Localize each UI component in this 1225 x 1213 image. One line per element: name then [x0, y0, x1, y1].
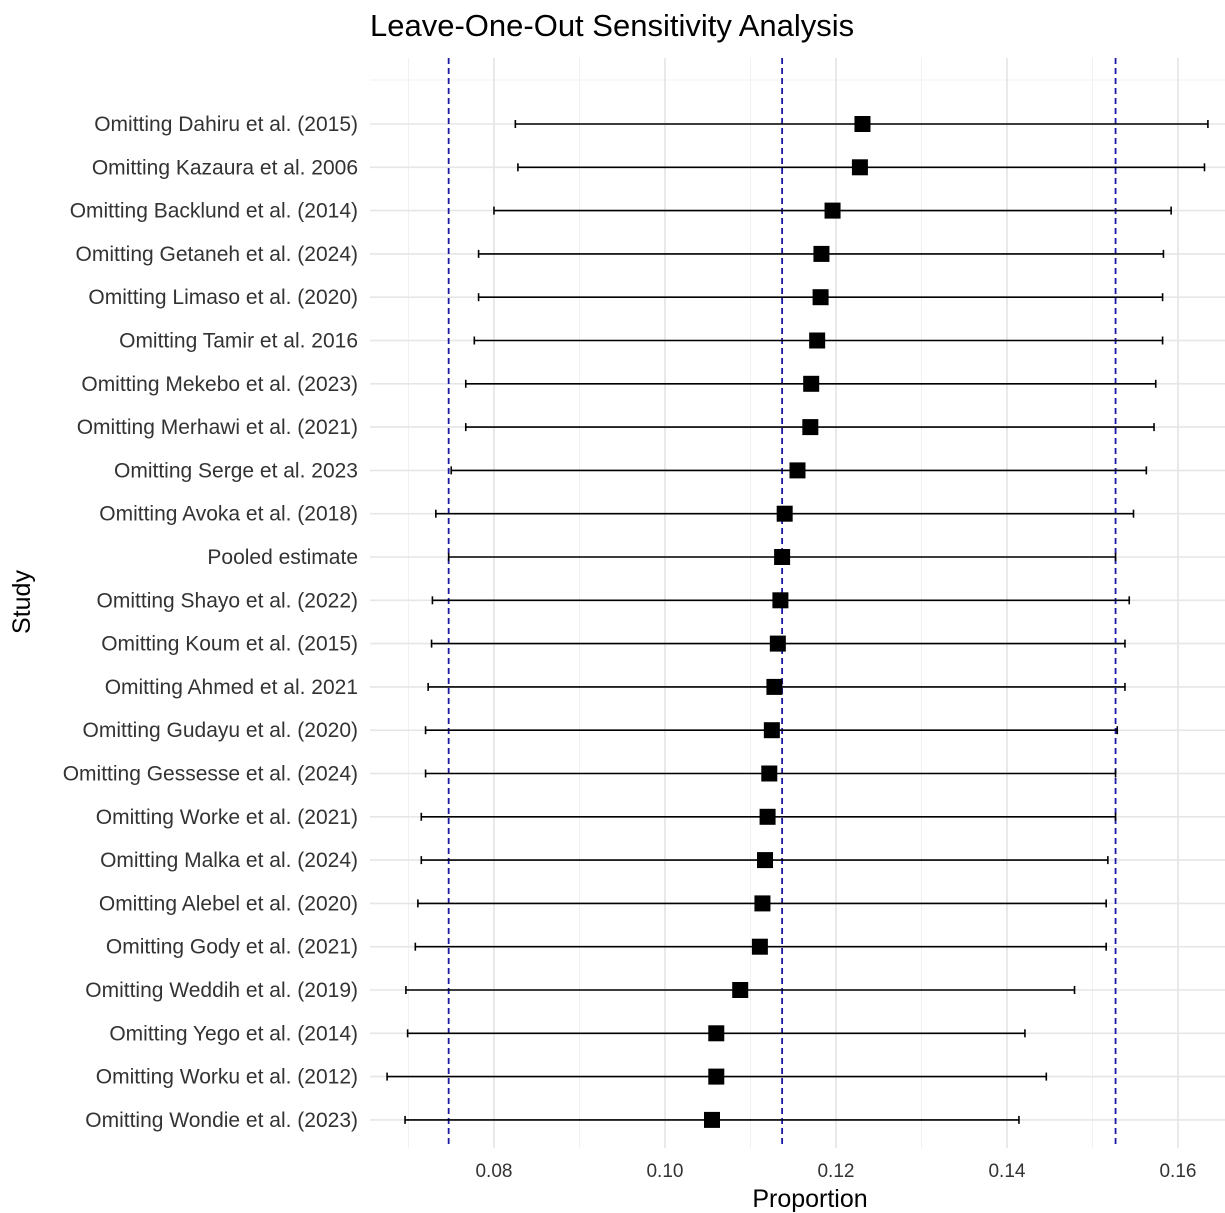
study-label: Omitting Shayo et al. (2022)	[97, 589, 358, 612]
point-estimate-marker	[851, 159, 868, 176]
point-estimate-marker	[766, 678, 783, 695]
study-label: Pooled estimate	[207, 546, 358, 569]
study-label: Omitting Tamir et al. 2016	[119, 330, 358, 353]
study-label: Omitting Malka et al. (2024)	[100, 849, 358, 872]
point-estimate-marker	[704, 1111, 720, 1128]
study-label: Omitting Merhawi et al. (2021)	[77, 416, 358, 439]
point-estimate-marker	[789, 462, 806, 479]
study-label: Omitting Avoka et al. (2018)	[99, 503, 358, 526]
x-axis-ticks: 0.08 0.10 0.12 0.14 0.16	[475, 1161, 1196, 1182]
study-label: Omitting Alebel et al. (2020)	[99, 892, 358, 915]
study-label: Omitting Worke et al. (2021)	[96, 806, 358, 829]
point-estimate-marker	[854, 116, 871, 132]
study-label: Omitting Limaso et al. (2020)	[88, 286, 358, 309]
point-estimate-marker	[772, 592, 789, 609]
point-estimate-marker	[757, 852, 774, 869]
x-axis-title: Proportion	[752, 1185, 867, 1213]
x-tick-label: 0.08	[475, 1161, 512, 1182]
study-label: Omitting Getaneh et al. (2024)	[76, 243, 359, 266]
study-label: Omitting Dahiru et al. (2015)	[94, 113, 358, 136]
point-estimate-marker	[774, 549, 791, 565]
x-tick-label: 0.10	[646, 1161, 683, 1182]
point-estimate-marker	[813, 245, 830, 262]
point-estimate-marker	[708, 1025, 725, 1042]
point-estimate-marker	[763, 722, 780, 739]
study-label: Omitting Kazaura et al. 2006	[92, 156, 358, 179]
point-estimate-marker	[824, 202, 841, 219]
major-gridlines	[370, 58, 1225, 1148]
study-label: Omitting Gody et al. (2021)	[106, 936, 358, 959]
study-label: Omitting Yego et al. (2014)	[109, 1022, 358, 1045]
point-estimate-marker	[761, 765, 778, 782]
point-estimate-marker	[754, 895, 771, 912]
point-estimate-marker	[708, 1068, 725, 1085]
minor-gridlines	[370, 58, 1225, 1148]
point-estimate-marker	[769, 635, 786, 652]
x-tick-label: 0.14	[988, 1161, 1025, 1182]
point-estimate-marker	[732, 982, 749, 998]
point-estimate-marker	[776, 505, 793, 522]
chart-title: Leave-One-Out Sensitivity Analysis	[370, 8, 854, 43]
study-label: Omitting Koum et al. (2015)	[101, 633, 358, 656]
study-rows: Omitting Dahiru et al. (2015) Omitting Ka…	[63, 113, 1209, 1132]
study-label: Omitting Gessesse et al. (2024)	[63, 763, 358, 786]
point-estimate-marker	[751, 938, 768, 955]
study-label: Omitting Wondie et al. (2023)	[85, 1109, 358, 1132]
study-label: Omitting Serge et al. 2023	[114, 459, 358, 482]
study-label: Omitting Weddih et al. (2019)	[85, 979, 358, 1002]
study-label: Omitting Mekebo et al. (2023)	[81, 373, 358, 396]
point-estimate-marker	[802, 419, 819, 436]
x-tick-label: 0.12	[817, 1161, 854, 1182]
study-label: Omitting Gudayu et al. (2020)	[83, 719, 358, 742]
study-label: Omitting Backlund et al. (2014)	[70, 200, 358, 223]
point-estimate-marker	[812, 289, 829, 306]
x-tick-label: 0.16	[1159, 1161, 1196, 1182]
point-estimate-marker	[803, 375, 820, 392]
y-axis-title: Study	[8, 570, 36, 634]
study-label: Omitting Worku et al. (2012)	[96, 1066, 358, 1089]
point-estimate-marker	[759, 808, 776, 825]
point-estimate-marker	[809, 332, 826, 349]
study-label: Omitting Ahmed et al. 2021	[105, 676, 358, 699]
